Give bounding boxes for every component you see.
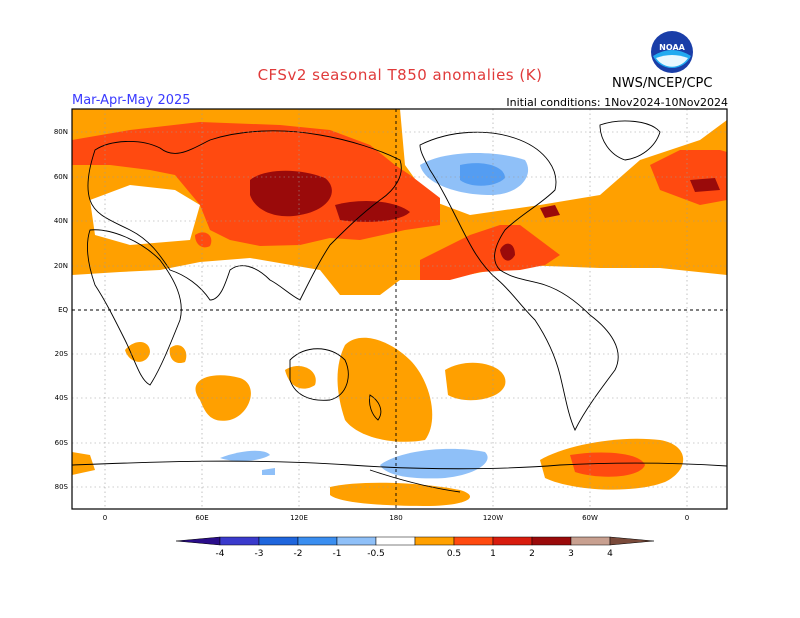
lon-label: 0 <box>685 514 689 522</box>
colorbar-label: -2 <box>294 549 303 559</box>
lat-label: 60S <box>55 439 69 447</box>
lat-label: 60N <box>54 173 68 181</box>
colorbar-label: 3 <box>568 549 574 559</box>
logo-text: NOAA <box>659 43 685 52</box>
colorbar-label: 1 <box>490 549 496 559</box>
colorbar-bin <box>492 536 533 546</box>
lon-label: 60W <box>582 514 598 522</box>
colorbar-bin <box>414 536 455 546</box>
colorbar-bin <box>219 536 260 546</box>
lat-label: 20S <box>55 350 69 358</box>
colorbar-bin <box>297 536 338 546</box>
colorbar-bin <box>531 536 572 546</box>
colorbar-label: -3 <box>255 549 264 559</box>
lat-label: 80N <box>54 128 68 136</box>
latitude-labels: 80N 60N 40N 20N EQ 20S 40S 60S 80S <box>54 128 69 491</box>
longitude-labels: 0 60E 120E 180 120W 60W 0 <box>103 514 689 522</box>
anomaly-neg-1 <box>460 163 505 186</box>
agency-label: NWS/NCEP/CPC <box>612 76 713 91</box>
reference-lines <box>72 109 727 509</box>
colorbar-label: -4 <box>216 549 225 559</box>
colorbar-bin <box>258 536 299 546</box>
graticule <box>72 109 727 509</box>
colorbar-max-arrow <box>609 536 655 546</box>
lon-label: 120W <box>483 514 503 522</box>
lon-label: 0 <box>103 514 107 522</box>
map-frame <box>71 108 728 510</box>
lon-label: 180 <box>389 514 402 522</box>
colorbar-label: 0.5 <box>447 549 461 559</box>
lat-label: 20N <box>54 262 68 270</box>
initial-conditions: Initial conditions: 1Nov2024-10Nov2024 <box>506 96 728 109</box>
colorbar-bin <box>570 536 611 546</box>
colorbar: -4 -3 -2 -1 -0.5 0.5 1 2 3 4 <box>175 536 655 559</box>
lon-label: 60E <box>195 514 208 522</box>
lat-label: 40N <box>54 217 68 225</box>
lat-label: EQ <box>58 306 68 314</box>
colorbar-label: 2 <box>529 549 535 559</box>
colorbar-min-arrow <box>175 536 221 546</box>
colorbar-bin <box>336 536 377 546</box>
colorbar-label: -0.5 <box>367 549 385 559</box>
lat-label: 40S <box>55 394 69 402</box>
anomaly-fields <box>72 109 727 506</box>
anomaly-2-3 <box>250 170 720 261</box>
colorbar-bin <box>453 536 494 546</box>
noaa-logo-icon: NOAA <box>650 30 694 74</box>
lat-label: 80S <box>55 483 69 491</box>
colorbar-label: 4 <box>607 549 613 559</box>
colorbar-bin <box>375 536 416 546</box>
coastlines <box>72 120 727 493</box>
colorbar-label: -1 <box>333 549 342 559</box>
page-title: CFSv2 seasonal T850 anomalies (K) <box>257 66 543 84</box>
lon-label: 120E <box>290 514 308 522</box>
forecast-period: Mar-Apr-May 2025 <box>72 93 191 108</box>
